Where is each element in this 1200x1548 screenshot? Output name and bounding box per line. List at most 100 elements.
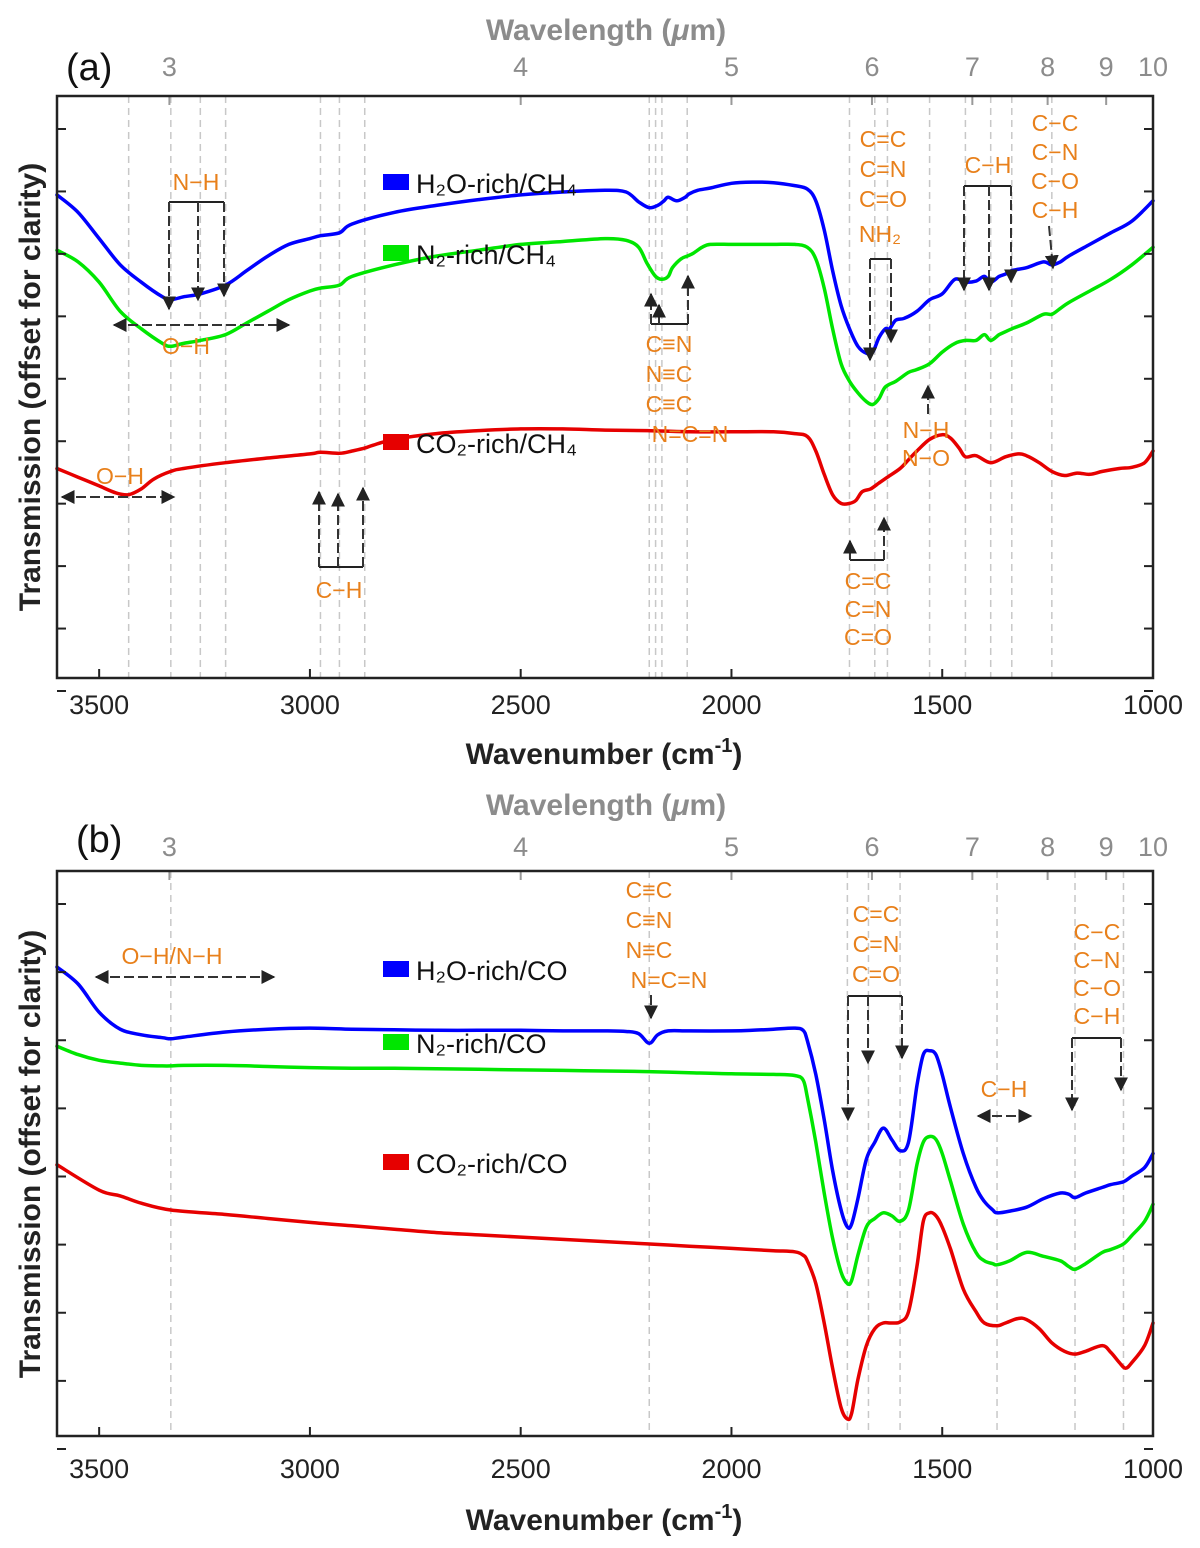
legend-swatch-h2o-co	[383, 961, 409, 977]
annotation-label: C=C	[860, 126, 907, 152]
annotation-nh-no-a: N−H N−O	[902, 384, 950, 471]
annotation-label: C−O	[1031, 168, 1079, 194]
panel-label-a: (a)	[66, 47, 112, 89]
annotation-double-bond-b: C=C C=N C=O	[841, 901, 909, 1122]
annotation-label: C−N	[1032, 139, 1079, 165]
annotation-oh-lower-a: O−H	[60, 463, 176, 504]
top-tick-label: 10	[1138, 52, 1168, 82]
reference-lines-b	[170, 871, 1125, 1436]
annotation-double-bond-upper-a: C=C C=N C=O NH₂	[859, 126, 907, 362]
top-tick-label: 5	[724, 52, 739, 82]
legend-swatch-co2-co	[383, 1154, 409, 1170]
x-tick-label: 2000	[701, 1454, 761, 1484]
legend-label-co2-co: CO₂-rich/CO	[416, 1149, 567, 1179]
annotation-label: N=C=N	[652, 421, 729, 447]
annotation-label: N−O	[902, 445, 950, 471]
annotation-triple-bond-b: C≡C C≡N N≡C N=C=N	[626, 877, 708, 1020]
legend-swatch-h2o-ch4	[383, 174, 409, 190]
ticks-b: 3500 3000 2500 2000 1500 1000 3 4 5 6 7 8 9 10	[57, 832, 1183, 1484]
annotation-label: NH₂	[859, 221, 901, 247]
x-tick-label: 2500	[491, 690, 551, 720]
legend-swatch-co2-ch4	[383, 434, 409, 450]
annotation-ch-lower-a: C−H	[312, 486, 370, 603]
reference-lines-a	[127, 96, 1053, 678]
x-tick-label: 1000	[1123, 690, 1183, 720]
annotation-label: C=O	[859, 186, 907, 212]
series-line-b-1	[55, 1044, 1155, 1287]
series-line-a-1	[55, 236, 1155, 407]
plot-frame-b	[55, 869, 1155, 1438]
x-tick-label: 1500	[912, 690, 972, 720]
annotation-label: O−H/N−H	[122, 943, 223, 969]
annotations-b: O−H/N−H C≡C C≡N N≡C N=C=N C=C C=N C=O C−	[94, 877, 1128, 1123]
x-tick-label: 1000	[1123, 1454, 1183, 1484]
panel-a: (a) Wavelength (μm) 3500 3000 2500 2000 1500…	[14, 14, 1183, 771]
annotations-a: N−H O−H O−H C−H	[60, 110, 1079, 650]
annotation-label: C=N	[853, 931, 900, 957]
top-tick-label: 6	[864, 52, 879, 82]
annotation-oh-upper-a: O−H	[112, 318, 291, 359]
annotation-triple-bond-a: C≡N N≡C C≡C N=C=N	[644, 274, 729, 447]
annotation-label: C=C	[845, 568, 892, 594]
annotation-label: C≡N	[626, 907, 673, 933]
y-axis-title-b: Transmission (offset for clarity)	[14, 930, 47, 1378]
annotation-label: O−H	[162, 333, 210, 359]
legend-swatch-n2-co	[383, 1034, 409, 1050]
ticks-a: 3500 3000 2500 2000 1500 1000 3 4 5 6 7 8 9 10	[57, 52, 1183, 720]
x-tick-label: 3000	[280, 1454, 340, 1484]
top-tick-label: 4	[513, 832, 528, 862]
annotation-label: C−H	[1032, 197, 1079, 223]
annotation-oh-nh-b: O−H/N−H	[94, 943, 276, 984]
plot-frame-a	[55, 94, 1155, 680]
annotation-nh-a: N−H	[162, 169, 231, 311]
annotation-label: C≡N	[646, 331, 693, 357]
annotation-label: C−C	[1032, 110, 1079, 136]
top-tick-label: 4	[513, 52, 528, 82]
x-tick-label: 2000	[701, 690, 761, 720]
top-axis-title-a: Wavelength (μm)	[486, 14, 726, 47]
legend-b: H₂O-rich/CO N₂-rich/CO CO₂-rich/CO	[383, 956, 567, 1179]
annotation-arrow	[1044, 225, 1059, 270]
annotation-label: C≡C	[626, 877, 673, 903]
top-tick-label: 8	[1040, 52, 1055, 82]
annotation-label: C−N	[1074, 947, 1121, 973]
legend-a: H₂O-rich/CH₄ N₂-rich/CH₄ CO₂-rich/CH₄	[383, 169, 577, 459]
annotation-label: C=C	[853, 901, 900, 927]
annotation-label: N≡C	[646, 361, 693, 387]
panel-b: (b) Wavelength (μm) 3500 3000 2500 2000 1500…	[14, 789, 1183, 1537]
top-tick-label: 9	[1099, 832, 1114, 862]
legend-label-h2o-co: H₂O-rich/CO	[416, 956, 567, 986]
top-tick-label: 7	[965, 52, 980, 82]
top-tick-label: 6	[864, 832, 879, 862]
annotation-label: C−O	[1073, 975, 1121, 1001]
annotation-label: C=O	[844, 624, 892, 650]
x-tick-label: 3500	[69, 1454, 129, 1484]
series-line-b-2	[55, 1163, 1155, 1422]
top-tick-label: 10	[1138, 832, 1168, 862]
x-tick-label: 3000	[280, 690, 340, 720]
top-tick-label: 3	[162, 832, 177, 862]
annotation-label: C−H	[316, 577, 363, 603]
x-tick-label: 2500	[491, 1454, 551, 1484]
legend-label-n2-ch4: N₂-rich/CH₄	[416, 240, 556, 270]
x-axis-title-a: Wavenumber (cm-1)	[466, 735, 743, 771]
legend-label-h2o-ch4: H₂O-rich/CH₄	[416, 169, 577, 199]
x-axis-title-b: Wavenumber (cm-1)	[466, 1501, 743, 1537]
top-tick-label: 8	[1040, 832, 1055, 862]
annotation-label: N−H	[173, 169, 220, 195]
annotation-label: C≡C	[646, 391, 693, 417]
annotation-label: N=C=N	[631, 967, 708, 993]
annotation-label: C−H	[981, 1076, 1028, 1102]
top-tick-label: 5	[724, 832, 739, 862]
series-line-a-2	[55, 426, 1155, 506]
annotation-label: C=N	[860, 156, 907, 182]
annotation-label: N−H	[903, 417, 950, 443]
annotation-label: C−H	[965, 152, 1012, 178]
panel-label-b: (b)	[76, 819, 122, 861]
legend-label-co2-ch4: CO₂-rich/CH₄	[416, 429, 577, 459]
top-tick-label: 3	[162, 52, 177, 82]
top-tick-label: 9	[1099, 52, 1114, 82]
annotation-label: C=O	[852, 961, 900, 987]
x-tick-label: 3500	[69, 690, 129, 720]
